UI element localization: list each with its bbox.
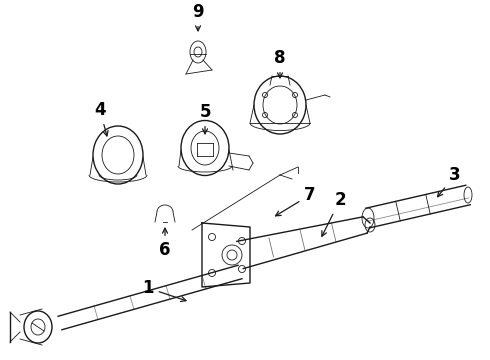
Text: 4: 4 (94, 101, 108, 136)
Text: 9: 9 (192, 3, 204, 31)
Text: 5: 5 (199, 103, 211, 134)
Text: 3: 3 (438, 166, 461, 197)
Text: 8: 8 (274, 49, 286, 78)
Text: 1: 1 (142, 279, 186, 301)
Text: 7: 7 (275, 186, 316, 216)
Text: 2: 2 (322, 191, 346, 236)
Text: 6: 6 (159, 228, 171, 259)
